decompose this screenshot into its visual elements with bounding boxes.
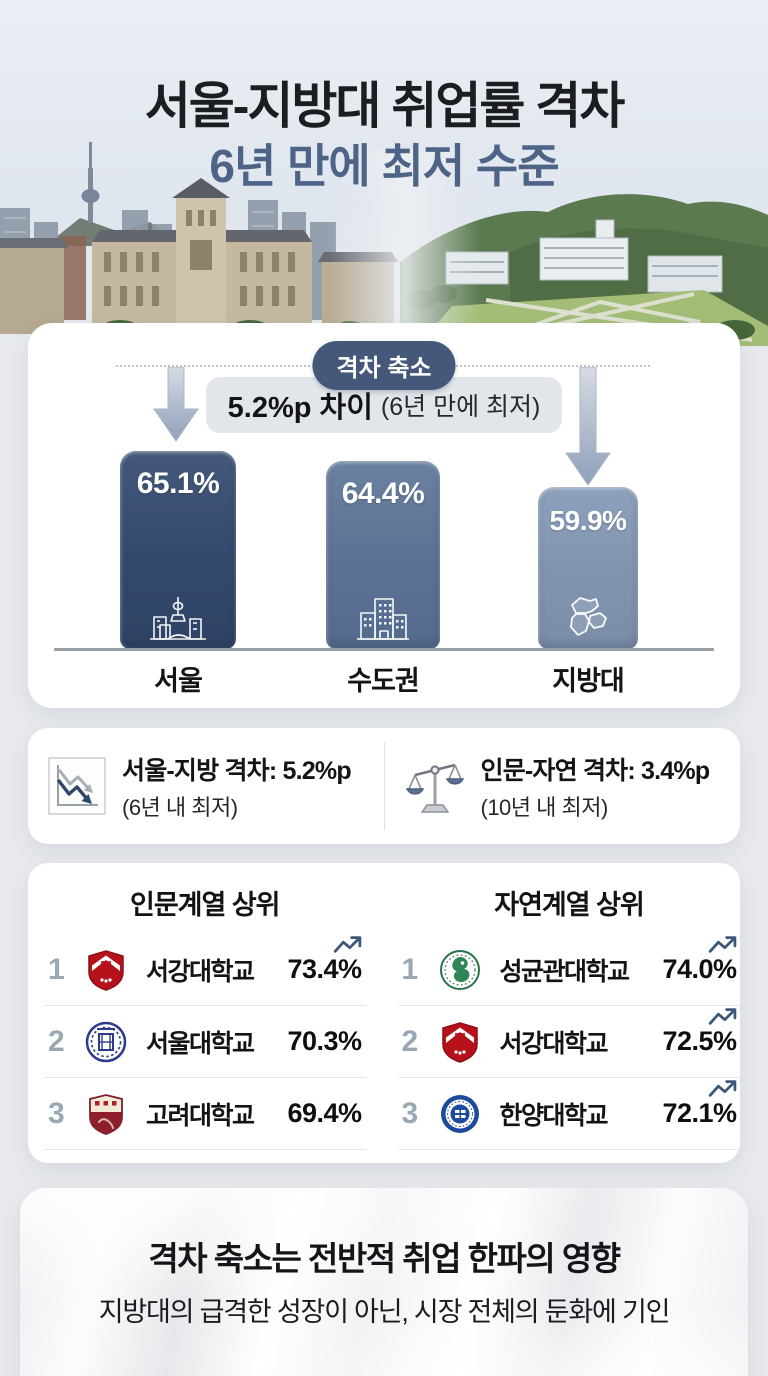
stat-text: 인문-자연 격차: 3.4%p (10년 내 최저) <box>480 751 711 822</box>
sogang-university-logo-icon <box>88 949 124 991</box>
bar-region: 59.9% <box>538 487 638 649</box>
stat-title: 인문-자연 격차: 3.4%p <box>480 756 711 785</box>
gap-value: 5.2%p 차이 <box>227 392 373 424</box>
bar-label-seoul: 서울 <box>154 666 203 696</box>
employment-rate: 74.0% <box>662 954 737 984</box>
hanyang-university-logo-icon <box>440 1094 479 1133</box>
hero-section: 서울-지방대 취업률 격차 6년 만에 최저 수준 <box>0 0 768 346</box>
sub-title: 6년 만에 최저 수준 <box>209 140 559 192</box>
university-name: 서울대학교 <box>146 1029 255 1058</box>
conclusion-card: 격차 축소는 전반적 취업 한파의 영향 지방대의 급격한 성장이 아닌, 시장… <box>20 1188 748 1376</box>
rank-row-sciences-1: 1 성균관대학교 74.0% <box>397 934 741 1006</box>
stat-text: 서울-지방 격차: 5.2%p (6년 내 최저) <box>122 751 352 822</box>
rank-number: 3 <box>401 1096 419 1130</box>
sciences-ranking-column: 자연계열 상위 1 성균관대학교 74.0% <box>382 883 757 1163</box>
employment-rate: 70.3% <box>287 1026 362 1056</box>
bar-metro-value: 64.4% <box>341 477 425 510</box>
rank-row-sciences-3: 3 한양대학교 72.1% <box>397 1078 741 1150</box>
rank-row-humanities-3: 3 고려대학교 69.4% <box>44 1078 366 1150</box>
university-name: 고려대학교 <box>146 1101 255 1130</box>
university-name: 서강대학교 <box>499 1029 609 1058</box>
stat-note: (10년 내 최저) <box>480 794 609 820</box>
stat-humanities-science-gap: 인문-자연 격차: 3.4%p (10년 내 최저) <box>385 751 741 822</box>
rank-row-humanities-1: 1 서강대학교 73.4% <box>44 934 366 1006</box>
down-arrow-region-icon <box>565 367 611 486</box>
humanities-ranking-column: 인문계열 상위 1 서강대학교 73.4% <box>28 883 382 1163</box>
gap-reduction-badge: 격차 축소 <box>312 341 456 390</box>
bar-region-value: 59.9% <box>549 505 627 536</box>
rank-number: 2 <box>401 1024 419 1058</box>
region-map-icon <box>570 597 607 636</box>
bar-metro: 64.4% <box>326 461 440 649</box>
rank-number: 1 <box>48 952 65 986</box>
employment-rate: 72.5% <box>662 1026 737 1056</box>
rate-cell: 70.3% <box>287 1026 362 1057</box>
column-header: 자연계열 상위 <box>494 890 645 920</box>
trend-up-icon <box>333 936 361 953</box>
rank-number: 2 <box>48 1024 65 1058</box>
trend-up-icon <box>708 936 736 953</box>
conclusion-title: 격차 축소는 전반적 취업 한파의 영향 <box>148 1240 621 1277</box>
bar-seoul-value: 65.1% <box>136 467 220 500</box>
bar-label-metro: 수도권 <box>347 666 420 696</box>
rate-cell: 72.5% <box>662 1008 737 1057</box>
trend-up-icon <box>708 1008 736 1025</box>
main-title: 서울-지방대 취업률 격차 <box>144 78 625 134</box>
bar-seoul: 65.1% <box>120 451 236 649</box>
rank-number: 3 <box>48 1096 65 1130</box>
sogang-university-logo-icon <box>441 1021 478 1063</box>
chart-baseline <box>54 648 714 651</box>
gap-note: (6년 만에 최저) <box>380 393 541 421</box>
university-name: 성균관대학교 <box>499 957 631 986</box>
declining-chart-icon <box>48 757 106 815</box>
column-header: 인문계열 상위 <box>129 890 281 920</box>
rank-row-humanities-2: 2 서울대학교 70.3% <box>44 1006 366 1078</box>
stats-divider <box>383 742 385 830</box>
employment-rate: 69.4% <box>287 1098 362 1128</box>
down-arrow-seoul-icon <box>153 367 199 442</box>
trend-up-icon <box>708 1080 736 1097</box>
university-rankings-card: 인문계열 상위 1 서강대학교 73.4% <box>28 863 741 1163</box>
employment-rate-chart-card: 격차 축소 5.2%p 차이 (6년 만에 최저) 65.1% <box>28 323 740 708</box>
rate-cell: 73.4% <box>287 936 362 985</box>
employment-rate: 72.1% <box>662 1098 737 1128</box>
sungkyunkwan-university-logo-icon <box>439 949 480 990</box>
conclusion-subtitle: 지방대의 급격한 성장이 아닌, 시장 전체의 둔화에 기인 <box>98 1297 671 1327</box>
gap-stats-card: 서울-지방 격차: 5.2%p (6년 내 최저) 인문-자연 격차: 3.4%… <box>28 728 740 844</box>
stat-seoul-region-gap: 서울-지방 격차: 5.2%p (6년 내 최저) <box>28 751 384 822</box>
korea-university-logo-icon <box>89 1093 123 1135</box>
rate-cell: 72.1% <box>662 1080 737 1129</box>
university-name: 한양대학교 <box>499 1101 609 1130</box>
seoul-tower-icon <box>150 597 206 640</box>
university-name: 서강대학교 <box>146 957 255 986</box>
campus-photo <box>0 0 768 346</box>
rate-cell: 74.0% <box>662 936 737 985</box>
rate-cell: 69.4% <box>287 1098 362 1129</box>
stat-note: (6년 내 최저) <box>122 794 238 820</box>
seoul-national-university-logo-icon <box>85 1021 127 1062</box>
rank-row-sciences-2: 2 서강대학교 72.5% <box>397 1006 741 1078</box>
rank-number: 1 <box>401 952 419 986</box>
bar-label-region: 지방대 <box>552 666 625 696</box>
employment-rate: 73.4% <box>287 954 362 984</box>
balance-scale-icon <box>405 763 464 813</box>
stat-title: 서울-지방 격차: 5.2%p <box>122 756 352 785</box>
city-buildings-icon <box>357 598 409 640</box>
